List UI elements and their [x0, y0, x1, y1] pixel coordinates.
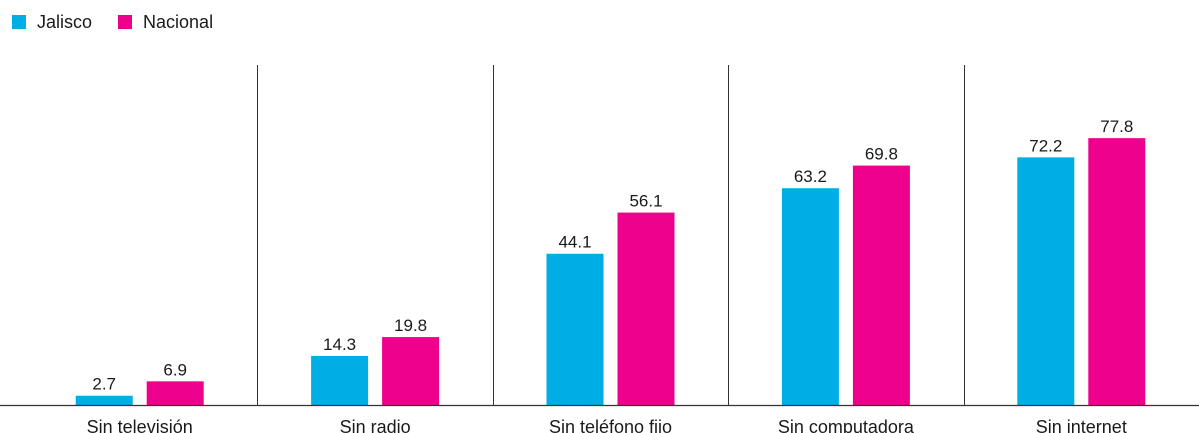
bar-jalisco-sin-computadora [781, 188, 839, 405]
data-label-nacional-sin-computadora: 69.8 [865, 145, 898, 164]
data-label-nacional-sin-television: 6.9 [163, 360, 187, 379]
category-label-sin-telefono-fijo: Sin teléfono fijo [549, 417, 672, 433]
legend-label-nacional: Nacional [143, 11, 214, 32]
data-label-nacional-sin-radio: 19.8 [394, 316, 427, 335]
data-label-nacional-sin-internet: 77.8 [1100, 117, 1133, 136]
bar-jalisco-sin-radio [311, 355, 369, 405]
data-label-jalisco-sin-telefono-fijo: 44.1 [558, 233, 591, 252]
category-label-sin-internet: Sin internet [1036, 417, 1127, 433]
bar-jalisco-sin-telefono-fijo [546, 253, 604, 405]
data-label-jalisco-sin-television: 2.7 [92, 375, 116, 394]
category-label-sin-computadora: Sin computadora [778, 417, 915, 433]
bar-nacional-sin-computadora [852, 165, 910, 405]
bar-jalisco-sin-television [75, 395, 133, 405]
data-label-jalisco-sin-computadora: 63.2 [794, 167, 827, 186]
data-label-jalisco-sin-radio: 14.3 [323, 335, 356, 354]
category-label-sin-radio: Sin radio [340, 417, 411, 433]
data-label-jalisco-sin-internet: 72.2 [1029, 136, 1062, 155]
bar-nacional-sin-radio [382, 337, 440, 405]
legend-label-jalisco: Jalisco [37, 11, 93, 32]
chart-legend: Jalisco Nacional [12, 10, 213, 34]
category-label-sin-television: Sin televisión [87, 417, 193, 433]
bar-nacional-sin-television [146, 381, 204, 405]
legend-item-nacional: Nacional [118, 12, 213, 33]
bar-nacional-sin-telefono-fijo [617, 212, 675, 405]
legend-swatch-nacional [118, 15, 133, 29]
legend-swatch-jalisco [12, 15, 26, 29]
data-label-nacional-sin-telefono-fijo: 56.1 [629, 192, 662, 211]
legend-item-jalisco: Jalisco [12, 12, 92, 33]
bar-jalisco-sin-internet [1017, 157, 1075, 405]
bar-nacional-sin-internet [1088, 138, 1146, 405]
